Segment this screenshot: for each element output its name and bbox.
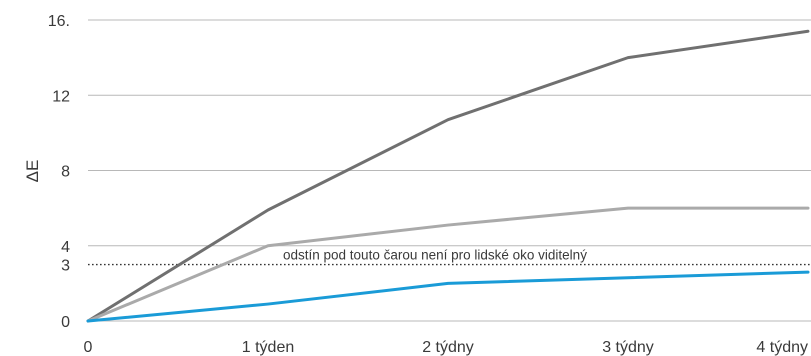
series-line-2: [86, 206, 810, 323]
y-tick-label: 12: [52, 88, 70, 105]
x-tick-label: 4 týdny: [756, 339, 808, 356]
threshold-group: odstín pod touto čarou není pro lidské o…: [88, 248, 811, 266]
threshold-annotation: odstín pod touto čarou není pro lidské o…: [283, 248, 587, 263]
x-tick-label: 1 týden: [242, 339, 294, 356]
y-tick-label: 16.: [48, 13, 70, 30]
x-tick-label: 2 týdny: [422, 339, 474, 356]
series-line-1: [86, 29, 810, 323]
y-tick-label: 0: [61, 314, 70, 331]
y-tick-label: 8: [61, 164, 70, 181]
y-axis-label: ΔE: [23, 160, 42, 183]
x-tick-label: 3 týdny: [602, 339, 654, 356]
y-tick-label: 3: [61, 258, 70, 275]
y-tick-label: 4: [61, 239, 70, 256]
series-line-3: [86, 270, 810, 323]
y-axis-ticks: 0 3 4 8 12 16.: [48, 13, 70, 331]
x-axis-ticks: 0 1 týden 2 týdny 3 týdny 4 týdny: [84, 339, 808, 356]
series-lines: [86, 29, 810, 323]
x-tick-label: 0: [84, 339, 93, 356]
